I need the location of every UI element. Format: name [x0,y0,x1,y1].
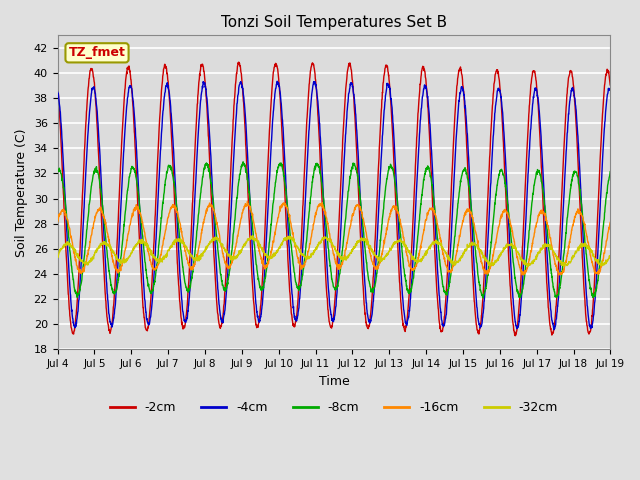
-16cm [573,210,581,216]
-4cm [573,123,581,129]
-2cm [511,333,519,338]
-8cm [239,159,247,165]
-32cm [606,253,614,259]
-8cm [362,256,370,262]
-4cm [606,87,614,93]
-2cm [208,203,216,208]
-4cm [208,170,216,176]
-8cm [479,295,487,301]
Line: -32cm: -32cm [58,236,610,266]
-16cm [606,219,614,225]
-16cm [362,229,370,235]
-4cm [550,327,558,333]
X-axis label: Time: Time [319,374,349,387]
-4cm [362,297,370,302]
-32cm [249,233,257,239]
-16cm [495,225,502,230]
-2cm [495,73,502,79]
-32cm [54,253,61,259]
-2cm [235,59,243,65]
-32cm [524,264,532,269]
Line: -4cm: -4cm [58,81,610,330]
-16cm [350,209,358,215]
-32cm [350,246,358,252]
-4cm [273,78,281,84]
-8cm [54,168,61,174]
-32cm [558,260,566,265]
Text: TZ_fmet: TZ_fmet [68,47,125,60]
-16cm [558,269,566,275]
-2cm [558,190,566,195]
-16cm [244,198,252,204]
Line: -16cm: -16cm [58,201,610,275]
-4cm [350,92,358,97]
-4cm [558,235,566,241]
-8cm [573,173,581,179]
-32cm [495,253,502,259]
-4cm [54,89,61,95]
-8cm [558,269,566,275]
-16cm [208,203,216,209]
-8cm [606,169,614,175]
Title: Tonzi Soil Temperatures Set B: Tonzi Soil Temperatures Set B [221,15,447,30]
-2cm [573,141,581,146]
-8cm [495,171,502,177]
-16cm [54,219,61,225]
-32cm [573,248,581,253]
-32cm [362,239,370,245]
-4cm [495,86,502,92]
Legend: -2cm, -4cm, -8cm, -16cm, -32cm: -2cm, -4cm, -8cm, -16cm, -32cm [105,396,563,420]
-2cm [362,320,370,325]
Line: -8cm: -8cm [58,162,610,298]
-16cm [555,272,563,278]
-8cm [350,162,358,168]
Y-axis label: Soil Temperature (C): Soil Temperature (C) [15,128,28,257]
-2cm [606,82,614,88]
-32cm [208,238,216,243]
-8cm [208,184,216,190]
-2cm [54,82,61,87]
-2cm [350,96,358,102]
Line: -2cm: -2cm [58,62,610,336]
